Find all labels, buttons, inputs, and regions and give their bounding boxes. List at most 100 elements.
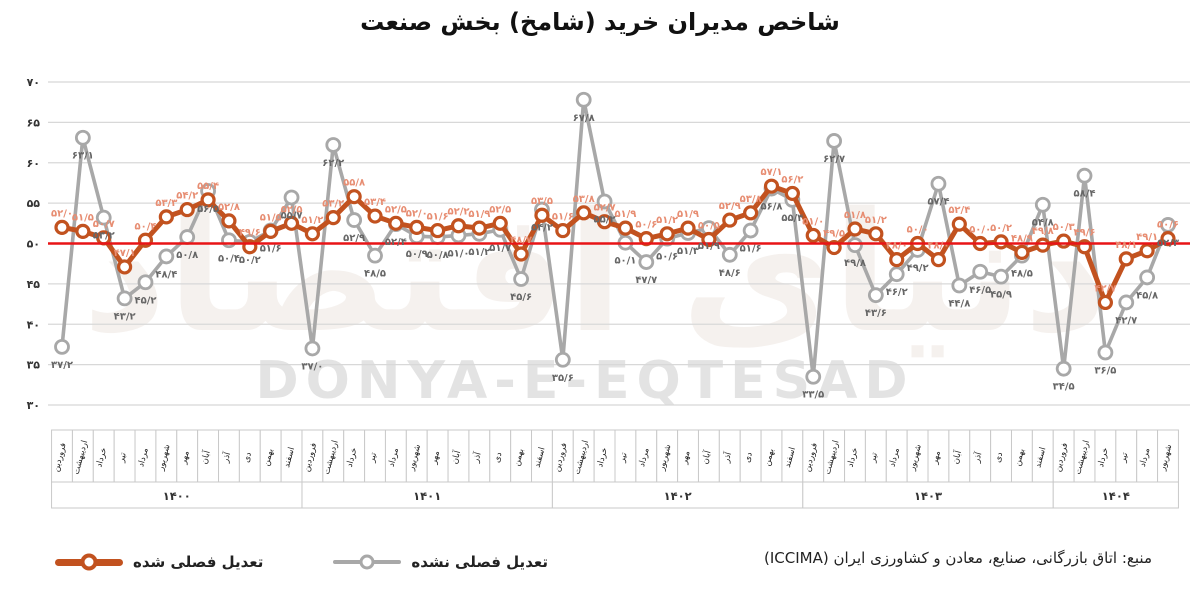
svg-text:۴۲/۷: ۴۲/۷: [1115, 315, 1137, 326]
svg-text:۴۸/۶: ۴۸/۶: [719, 268, 741, 279]
svg-text:۴۷/۱: ۴۷/۱: [114, 248, 136, 259]
svg-text:۴۷/۷: ۴۷/۷: [635, 275, 657, 286]
svg-text:۵۰/۱: ۵۰/۱: [614, 256, 636, 267]
svg-text:۴۹/۶: ۴۹/۶: [239, 228, 261, 239]
svg-text:۵۴/۲: ۵۴/۲: [531, 223, 553, 234]
svg-text:۵۱/۹: ۵۱/۹: [468, 209, 490, 220]
unadjusted-series-marker-icon: [333, 554, 402, 570]
svg-text:۵۱/۲: ۵۱/۲: [656, 215, 678, 226]
svg-text:۵۱/۸: ۵۱/۸: [844, 210, 866, 221]
svg-text:۵۰/۴: ۵۰/۴: [134, 221, 156, 232]
svg-text:۵۳/۳: ۵۳/۳: [155, 198, 177, 209]
svg-text:۵۳/۸: ۵۳/۸: [573, 194, 595, 205]
svg-text:۴۹/۲: ۴۹/۲: [907, 263, 929, 274]
svg-text:۴۹/۱: ۴۹/۱: [1136, 232, 1158, 243]
svg-text:۵۲/۹: ۵۲/۹: [719, 201, 741, 212]
svg-text:مرداد: مرداد: [387, 447, 402, 468]
svg-text:دی: دی: [993, 451, 1005, 464]
svg-text:۵۱/۰: ۵۱/۰: [802, 216, 824, 227]
svg-text:۷۰: ۷۰: [27, 76, 40, 89]
svg-text:۵۰/۴: ۵۰/۴: [218, 253, 240, 264]
svg-text:۴۶/۲: ۴۶/۲: [886, 287, 908, 298]
svg-text:۵۵/۸: ۵۵/۸: [343, 178, 365, 189]
svg-text:مهر: مهر: [930, 450, 943, 466]
svg-text:۵۶/۸: ۵۶/۸: [761, 202, 783, 213]
svg-text:۵۰/۰: ۵۰/۰: [907, 225, 929, 236]
svg-text:۴۸/۰: ۴۸/۰: [927, 241, 949, 252]
svg-text:۵۱/۳: ۵۱/۳: [677, 246, 699, 257]
svg-text:۶۲/۲: ۶۲/۲: [322, 158, 344, 169]
svg-text:۵۳/۴: ۵۳/۴: [364, 197, 386, 208]
svg-text:۵۵/۴: ۵۵/۴: [781, 213, 803, 224]
svg-text:۵۰/۸: ۵۰/۸: [176, 250, 198, 261]
svg-text:خرداد: خرداد: [595, 447, 610, 469]
svg-text:۵۱/۶: ۵۱/۶: [740, 244, 762, 255]
svg-text:۵۱/۲: ۵۱/۲: [865, 215, 887, 226]
svg-text:۵۱/۶: ۵۱/۶: [260, 244, 282, 255]
svg-text:۵۱/۲: ۵۱/۲: [301, 215, 323, 226]
svg-text:دی: دی: [242, 451, 254, 464]
svg-text:۵۰/۵: ۵۰/۵: [698, 220, 720, 231]
svg-text:۵۲/۹: ۵۲/۹: [343, 233, 365, 244]
svg-text:۴۸/۷: ۴۸/۷: [510, 235, 532, 246]
svg-text:۴۸/۹: ۴۸/۹: [1011, 233, 1033, 244]
svg-text:۵۰/۶: ۵۰/۶: [656, 252, 678, 263]
svg-text:۵۲/۵: ۵۲/۵: [489, 204, 511, 215]
svg-text:۵۰/۹: ۵۰/۹: [406, 249, 428, 260]
svg-text:۴۸/۱: ۴۸/۱: [1115, 240, 1137, 251]
svg-text:خرداد: خرداد: [1096, 447, 1111, 469]
svg-text:۵۱/۶: ۵۱/۶: [427, 212, 449, 223]
svg-text:۵۰/۲: ۵۰/۲: [990, 223, 1012, 234]
svg-text:تیر: تیر: [1118, 451, 1131, 464]
legend-item-seasonally-adjusted: تعدیل فصلی شده: [55, 553, 263, 571]
svg-text:۵۳/۸: ۵۳/۸: [740, 194, 762, 205]
svg-text:تیر: تیر: [617, 451, 630, 464]
svg-text:۶۳/۱: ۶۳/۱: [72, 151, 94, 162]
svg-text:دنیای اقتصاد: دنیای اقتصاد: [82, 177, 1108, 369]
svg-text:۴۹/۶: ۴۹/۶: [1074, 228, 1096, 239]
svg-text:آبان: آبان: [949, 449, 964, 466]
svg-text:۳۷/۰: ۳۷/۰: [301, 361, 323, 372]
svg-text:۴۶/۵: ۴۶/۵: [969, 285, 991, 296]
svg-text:مهر: مهر: [429, 450, 442, 466]
svg-text:۵۴/۲: ۵۴/۲: [176, 191, 198, 202]
svg-text:خرداد: خرداد: [94, 447, 109, 469]
svg-text:آبان: آبان: [698, 449, 713, 466]
svg-text:۵۲/۰: ۵۲/۰: [406, 208, 428, 219]
svg-text:آذر: آذر: [219, 450, 234, 465]
svg-text:بهمن: بهمن: [762, 448, 776, 468]
svg-text:۵۲/۵: ۵۲/۵: [281, 204, 303, 215]
svg-text:۴۸/۵: ۴۸/۵: [364, 269, 386, 280]
svg-text:۵۲/۸: ۵۲/۸: [218, 202, 240, 213]
svg-text:آبان: آبان: [448, 449, 463, 466]
svg-text:۵۵: ۵۵: [27, 197, 41, 210]
legend-item-not-adjusted: تعدیل فصلی نشده: [333, 553, 548, 571]
svg-text:آبان: آبان: [198, 449, 213, 466]
svg-text:۴۰: ۴۰: [27, 318, 40, 331]
svg-text:تیر: تیر: [116, 451, 129, 464]
svg-text:۵۰/۲: ۵۰/۲: [239, 255, 261, 266]
svg-text:۵۲/۲: ۵۲/۲: [448, 207, 470, 218]
legend-label-unadjusted: تعدیل فصلی نشده: [411, 553, 548, 571]
svg-text:۵۳/۵: ۵۳/۵: [531, 196, 553, 207]
svg-text:۵۷/۴: ۵۷/۴: [927, 197, 949, 208]
svg-text:۴۹/۵: ۴۹/۵: [823, 229, 845, 240]
svg-text:۵۲/۳: ۵۲/۳: [1157, 238, 1179, 249]
svg-text:خرداد: خرداد: [846, 447, 861, 469]
svg-text:۴۵/۸: ۴۵/۸: [1136, 290, 1158, 301]
svg-text:۵۲/۷: ۵۲/۷: [594, 203, 616, 214]
svg-text:بهمن: بهمن: [1013, 448, 1027, 468]
svg-text:تیر: تیر: [868, 451, 881, 464]
svg-text:۶۵: ۶۵: [27, 116, 41, 129]
svg-text:۵۱/۷: ۵۱/۷: [489, 243, 511, 254]
svg-text:۱۴۰۰: ۱۴۰۰: [163, 489, 191, 503]
svg-text:۵۱/۹: ۵۱/۹: [677, 209, 699, 220]
svg-text:۳۳/۵: ۳۳/۵: [802, 390, 824, 401]
svg-text:۱۴۰۲: ۱۴۰۲: [664, 489, 692, 503]
svg-text:خرداد: خرداد: [345, 447, 360, 469]
svg-text:۵۵/۴: ۵۵/۴: [197, 181, 219, 192]
svg-text:۵۲/۵: ۵۲/۵: [385, 204, 407, 215]
svg-text:بهمن: بهمن: [512, 448, 526, 468]
chart-legend: تعدیل فصلی شده تعدیل فصلی نشده: [55, 553, 548, 571]
svg-text:۵۰/۶: ۵۰/۶: [635, 220, 657, 231]
